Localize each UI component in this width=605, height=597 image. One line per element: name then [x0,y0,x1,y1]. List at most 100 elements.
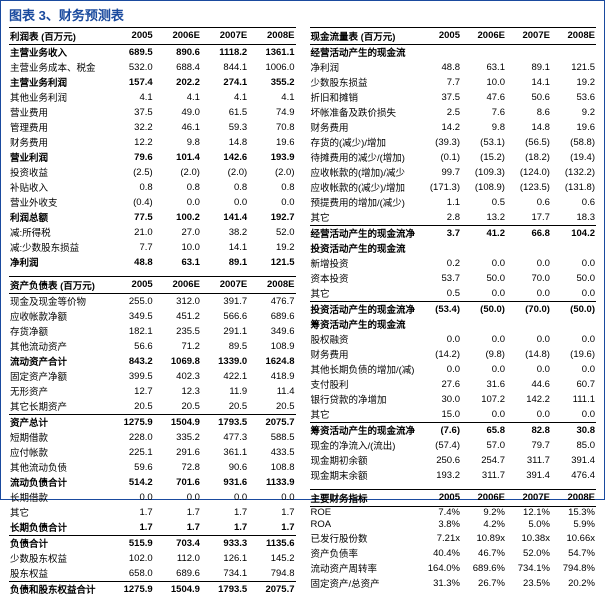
cell: 1069.8 [154,354,201,369]
subsection-title: 投资活动产生的现金流 [310,241,417,256]
cell: 59.3 [201,120,248,135]
cell: 794.8 [248,566,295,582]
cell: 9.8 [461,120,506,135]
row-label: 其它 [310,286,417,302]
cell: 355.2 [248,75,295,90]
cell: 108.9 [248,339,295,354]
col-year: 2007E [201,28,248,45]
cell: 4.2% [461,519,506,531]
cell: 1.7 [248,505,295,520]
cell: 689.6% [461,561,506,576]
cell: 1.7 [201,520,248,536]
cell: 101.4 [154,150,201,165]
cell: 0.0 [551,407,596,423]
cell: 10.66x [551,531,596,546]
row-label: 主营业务成本、税金 [9,60,106,75]
col-year: 2007E [201,277,248,294]
cell: 566.6 [201,309,248,324]
cell: 20.5 [201,399,248,415]
cell: 15.3% [551,506,596,519]
cell: (2.5) [106,165,153,180]
cell: (19.6) [551,347,596,362]
cell: 70.0 [506,271,551,286]
row-label: 其它 [310,407,417,423]
cell: 0.0 [416,332,461,347]
cell: 843.2 [106,354,153,369]
cell: 0.0 [248,490,295,505]
cell: 14.2 [416,120,461,135]
cell: 0.0 [506,362,551,377]
row-label: 减:少数股东损益 [9,240,106,255]
col-year: 2006E [461,490,506,507]
row-label: 流动资产合计 [9,354,106,369]
cell: 235.5 [154,324,201,339]
cell: (132.2) [551,165,596,180]
cell: 1.1 [416,195,461,210]
cell: 11.9 [201,384,248,399]
cell: 193.9 [248,150,295,165]
cell: (14.2) [416,347,461,362]
cell: 1275.9 [106,581,153,597]
cell: 391.7 [201,293,248,309]
cell: 77.5 [106,210,153,225]
cell: 0.0 [461,256,506,271]
cell: 0.0 [461,332,506,347]
row-label: 资产负债率 [310,546,417,561]
col-year: 2005 [416,28,461,45]
cell: (53.1) [461,135,506,150]
cell: 311.7 [461,468,506,483]
cell: 61.5 [201,105,248,120]
cell: 79.6 [106,150,153,165]
cell: 931.6 [201,475,248,490]
cell: 0.8 [154,180,201,195]
row-label: 现金及现金等价物 [9,293,106,309]
cell: 0.0 [416,362,461,377]
cell: 54.7% [551,546,596,561]
cell: 19.6 [551,120,596,135]
cell: (56.5) [506,135,551,150]
cell: 63.1 [461,60,506,75]
cell: 418.9 [248,369,295,384]
cell: 63.1 [154,255,201,270]
cell: 0.0 [551,332,596,347]
row-label: 减:所得税 [9,225,106,240]
cell: 2075.7 [248,581,295,597]
cell: 10.0 [461,75,506,90]
cell: 391.4 [506,468,551,483]
row-label: 应付帐款 [9,445,106,460]
cell: 532.0 [106,60,153,75]
col-year: 2006E [461,28,506,45]
left-column: 利润表 (百万元)20052006E2007E2008E主营业务收入689.58… [9,27,296,597]
cell: (9.8) [461,347,506,362]
cell: 47.6 [461,90,506,105]
row-label: 流动资产周转率 [310,561,417,576]
cell: (2.0) [201,165,248,180]
cell: 157.4 [106,75,153,90]
cell: 349.5 [106,309,153,324]
row-label: 管理费用 [9,120,106,135]
cell: 17.7 [506,210,551,226]
cell: 12.1% [506,506,551,519]
row-label: 已发行股份数 [310,531,417,546]
cell: (58.8) [551,135,596,150]
cell: 0.0 [248,195,295,210]
row-label: 少数股东损益 [310,75,417,90]
cell: 476.4 [551,468,596,483]
row-label: 营业利润 [9,150,106,165]
cell: 164.0% [416,561,461,576]
cell: 0.0 [506,332,551,347]
row-label: 筹资活动产生的现金流净 [310,422,417,438]
cell: 56.6 [106,339,153,354]
cell: 53.7 [416,271,461,286]
col-year: 2005 [106,277,153,294]
cell: 90.6 [201,460,248,475]
row-label: 其他长期负债的增加/(减) [310,362,417,377]
row-label: 长期负债合计 [9,520,106,536]
row-label: 流动负债合计 [9,475,106,490]
row-label: 固定资产/总资产 [310,576,417,591]
cell: 274.1 [201,75,248,90]
cell: (171.3) [416,180,461,195]
cell: 2075.7 [248,414,295,430]
cell: 41.2 [461,225,506,241]
row-label: 新增投资 [310,256,417,271]
